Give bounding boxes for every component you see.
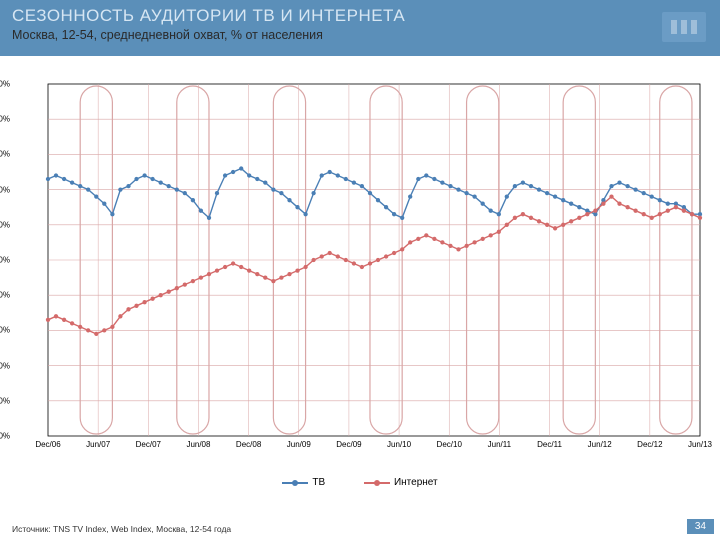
x-tick-label: Dec/08 (236, 440, 261, 449)
x-tick-label: Jun/08 (186, 440, 210, 449)
y-tick-label: 40% (0, 291, 10, 300)
x-tick-label: Dec/07 (136, 440, 161, 449)
legend-item-tv: ТВ (282, 477, 325, 488)
x-tick-label: Dec/12 (637, 440, 662, 449)
y-tick-label: 70% (0, 185, 10, 194)
y-tick-label: 90% (0, 115, 10, 124)
x-tick-label: Jun/13 (688, 440, 712, 449)
y-tick-label: 10% (0, 396, 10, 405)
y-tick-label: 80% (0, 150, 10, 159)
y-tick-label: 20% (0, 361, 10, 370)
y-tick-label: 0% (0, 432, 10, 441)
x-tick-label: Jun/09 (287, 440, 311, 449)
source-text: Источник: TNS TV Index, Web Index, Москв… (12, 524, 231, 534)
line-chart-svg (12, 78, 708, 458)
page-title: СЕЗОННОСТЬ АУДИТОРИИ ТВ И ИНТЕРНЕТА (12, 6, 708, 26)
chart-legend: ТВ Интернет (12, 476, 708, 489)
legend-label-internet: Интернет (394, 477, 438, 488)
header-bar: СЕЗОННОСТЬ АУДИТОРИИ ТВ И ИНТЕРНЕТА Моск… (0, 0, 720, 56)
y-tick-label: 100% (0, 80, 10, 89)
legend-item-internet: Интернет (364, 477, 438, 488)
logo-icon (662, 12, 706, 42)
y-tick-label: 30% (0, 326, 10, 335)
legend-swatch-tv (282, 482, 308, 484)
x-tick-label: Dec/10 (437, 440, 462, 449)
x-tick-label: Jun/11 (488, 440, 511, 449)
chart-area: 0%10%20%30%40%50%60%70%80%90%100% Dec/06… (12, 78, 708, 458)
legend-swatch-internet (364, 482, 390, 484)
x-tick-label: Jun/10 (387, 440, 411, 449)
y-tick-label: 60% (0, 220, 10, 229)
x-tick-label: Dec/09 (336, 440, 361, 449)
page-number: 34 (687, 519, 714, 534)
x-tick-label: Dec/11 (537, 440, 562, 449)
page-subtitle: Москва, 12-54, среднедневной охват, % от… (12, 28, 708, 42)
x-tick-label: Jun/07 (86, 440, 110, 449)
x-tick-label: Jun/12 (588, 440, 612, 449)
x-tick-label: Dec/06 (35, 440, 60, 449)
y-tick-label: 50% (0, 256, 10, 265)
legend-label-tv: ТВ (312, 477, 325, 488)
